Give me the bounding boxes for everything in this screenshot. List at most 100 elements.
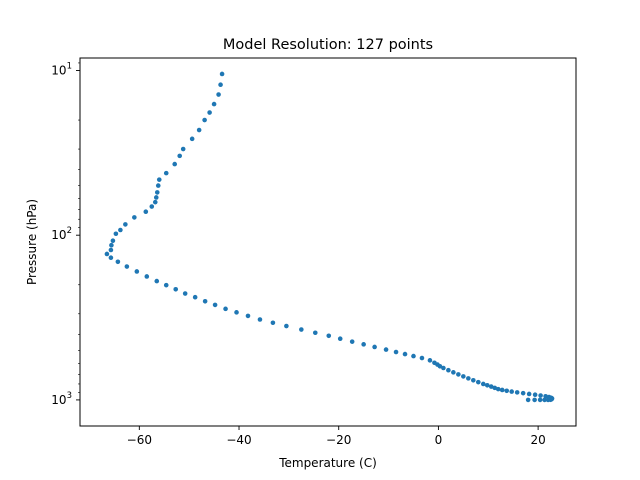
x-tick-label: 20 (530, 433, 545, 447)
data-point (104, 251, 110, 257)
data-point (543, 393, 548, 399)
data-point (173, 286, 179, 292)
data-point (284, 323, 289, 329)
y-tick-exponent: 3 (67, 391, 72, 401)
data-point (257, 317, 263, 322)
data-point (124, 264, 130, 269)
data-point (149, 204, 155, 209)
data-point (427, 358, 433, 363)
data-point (211, 101, 217, 107)
data-point (312, 330, 318, 336)
data-point (451, 370, 456, 375)
y-tick-base: 10 (51, 228, 66, 242)
data-point (108, 255, 114, 261)
x-axis-label: Temperature (C) (278, 456, 377, 470)
data-point (456, 372, 461, 377)
y-tick-base: 10 (51, 393, 66, 407)
data-point (349, 339, 355, 344)
data-point (192, 294, 198, 300)
data-point (337, 336, 343, 342)
x-tick-label: 0 (435, 433, 443, 447)
data-point (514, 390, 520, 395)
data-point (532, 397, 537, 403)
data-point (218, 82, 223, 87)
data-point (115, 259, 121, 265)
data-point (480, 381, 486, 387)
data-point (532, 392, 538, 398)
data-point (154, 190, 160, 195)
data-point (495, 386, 501, 392)
x-tick-label: −60 (127, 433, 152, 447)
y-axis-label: Pressure (hPa) (25, 199, 39, 285)
x-tick-label: −40 (226, 433, 251, 447)
y-tick-exponent: 2 (67, 226, 72, 236)
y-tick-exponent: 1 (67, 61, 72, 71)
data-point (466, 376, 471, 381)
data-point (372, 344, 377, 350)
data-point (492, 385, 498, 391)
data-point (270, 320, 276, 326)
data-points (104, 71, 555, 403)
data-point (542, 397, 547, 403)
data-point (196, 127, 202, 133)
data-point (484, 382, 490, 388)
data-point (245, 313, 251, 319)
data-point (546, 394, 552, 400)
data-point (180, 146, 186, 152)
data-point (461, 374, 466, 379)
data-point (172, 161, 178, 167)
data-point (476, 379, 481, 385)
axes-frame (79, 57, 577, 427)
data-point (219, 71, 225, 77)
data-point (163, 170, 169, 176)
y-tick-label: 102 (51, 226, 72, 242)
data-point (212, 302, 218, 308)
data-point (182, 291, 188, 296)
data-point (108, 247, 114, 253)
data-point (520, 390, 526, 396)
data-point (499, 387, 505, 393)
data-point (143, 209, 149, 214)
data-point (234, 310, 239, 315)
data-point (223, 306, 228, 312)
data-point (537, 397, 543, 403)
data-point (326, 333, 332, 339)
data-point (471, 377, 476, 383)
data-point (504, 388, 510, 394)
data-point (118, 227, 123, 233)
data-point (163, 282, 169, 288)
data-point (155, 183, 161, 188)
data-point (132, 215, 137, 220)
data-point (538, 393, 543, 398)
data-point (113, 231, 119, 237)
data-point (526, 391, 532, 397)
data-point (411, 353, 416, 359)
data-point (525, 397, 531, 403)
data-point (299, 327, 304, 332)
data-point (361, 342, 366, 347)
data-point (154, 278, 160, 284)
data-point (123, 222, 128, 227)
data-point (109, 242, 114, 248)
data-point (207, 110, 212, 115)
data-point (441, 365, 446, 371)
chart-title: Model Resolution: 127 points (223, 37, 433, 53)
data-point (152, 199, 158, 205)
data-point (144, 274, 150, 279)
data-point (393, 349, 399, 355)
data-point (446, 367, 451, 373)
y-tick-label: 101 (51, 61, 72, 77)
data-point (488, 384, 494, 389)
data-point (216, 92, 221, 97)
y-tick-label: 103 (51, 391, 72, 407)
data-point (432, 360, 437, 366)
data-point (110, 238, 116, 243)
data-point (202, 117, 207, 123)
x-tick-label: −20 (326, 433, 351, 447)
y-tick-base: 10 (51, 63, 66, 77)
data-point (153, 195, 159, 200)
data-point (402, 351, 408, 357)
